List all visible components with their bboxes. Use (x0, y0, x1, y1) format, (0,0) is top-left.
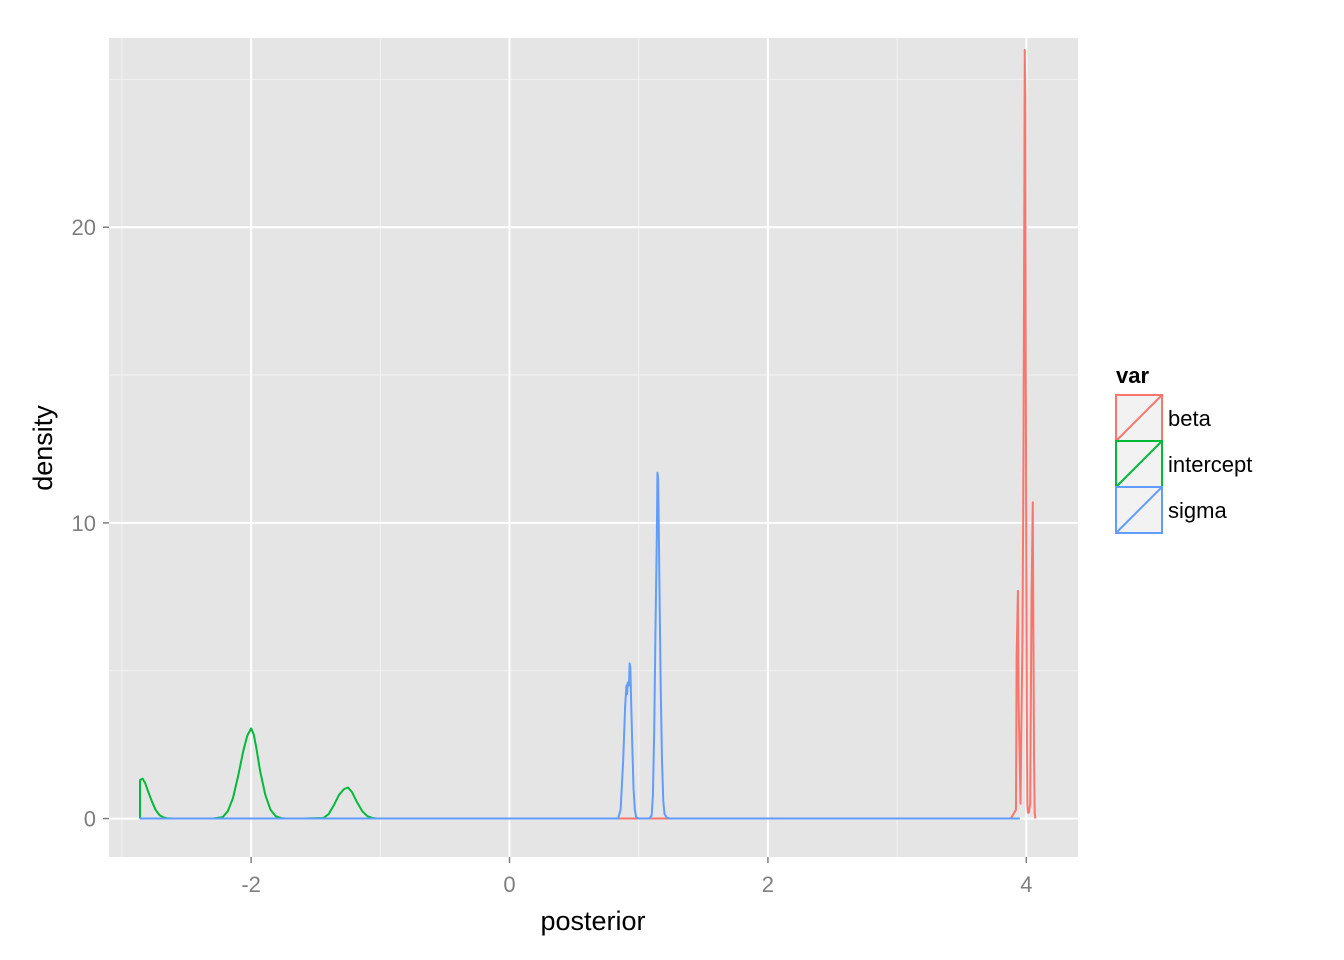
legend-item-sigma: sigma (1115, 486, 1227, 534)
series-line-intercept (139, 727, 381, 820)
series-line-beta (140, 48, 1037, 820)
density-lines (139, 48, 1037, 820)
x-tick-label: 2 (762, 872, 774, 897)
x-tick-label: 0 (503, 872, 515, 897)
legend-key-slash (1115, 486, 1163, 534)
y-tick-label: 10 (72, 511, 96, 536)
legend-key-slash (1115, 440, 1163, 488)
x-axis: -2 0 2 4 (241, 857, 1032, 897)
x-tick-label: -2 (241, 872, 261, 897)
legend-title: var (1116, 363, 1149, 388)
legend-item-intercept: intercept (1115, 440, 1252, 488)
y-axis: 0 10 20 (72, 215, 109, 832)
legend-item-beta: beta (1115, 394, 1212, 442)
legend-label-intercept: intercept (1168, 452, 1252, 477)
x-tick-label: 4 (1020, 872, 1032, 897)
legend: var beta intercept sigma (1115, 363, 1252, 534)
plot-panel (109, 38, 1078, 857)
y-tick-label: 0 (84, 807, 96, 832)
legend-label-beta: beta (1168, 406, 1212, 431)
y-tick-label: 20 (72, 215, 96, 240)
y-axis-title: density (28, 405, 58, 491)
minor-gridlines (109, 38, 1078, 857)
legend-key-slash (1115, 394, 1163, 442)
series-line-sigma (140, 471, 1020, 820)
legend-label-sigma: sigma (1168, 498, 1227, 523)
x-axis-title: posterior (540, 906, 645, 936)
